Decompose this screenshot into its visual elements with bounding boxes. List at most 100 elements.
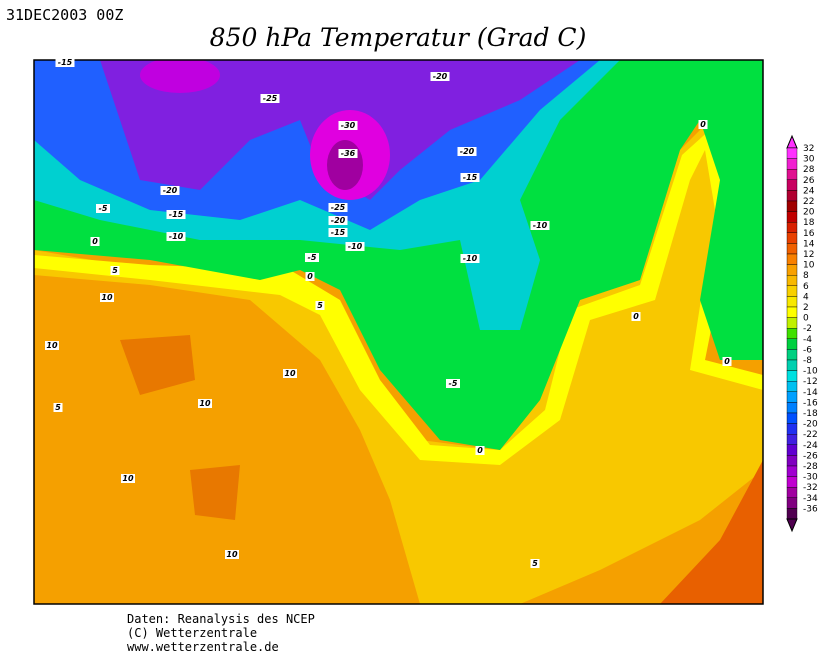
colorbar-cell bbox=[786, 200, 798, 212]
colorbar-cell bbox=[786, 158, 798, 170]
colorbar-label: -6 bbox=[803, 345, 812, 355]
colorbar-cell bbox=[786, 434, 798, 446]
contour-label: 0 bbox=[92, 237, 98, 246]
contour-label: -10 bbox=[463, 254, 478, 263]
label-box bbox=[260, 94, 280, 103]
footer-line: (C) Wetterzentrale bbox=[127, 626, 257, 640]
contour-label: -10 bbox=[533, 221, 548, 230]
contour-label: 0 bbox=[633, 312, 639, 321]
colorbar-label: 16 bbox=[803, 229, 815, 239]
contour-label: -20 bbox=[433, 72, 448, 81]
colorbar-label: 32 bbox=[803, 144, 814, 154]
contour-label: -30 bbox=[341, 121, 356, 130]
contour-label: -20 bbox=[331, 216, 346, 225]
colorbar-label: -12 bbox=[803, 377, 818, 387]
contour-label: 5 bbox=[317, 301, 323, 310]
colorbar-tip-top bbox=[786, 134, 798, 149]
colorbar-cell bbox=[786, 147, 798, 159]
colorbar-label: 10 bbox=[803, 261, 815, 271]
colorbar-label: 18 bbox=[803, 218, 815, 228]
contour-label: 10 bbox=[101, 293, 113, 302]
label-box bbox=[460, 173, 480, 182]
colorbar-cell bbox=[786, 243, 798, 255]
contour-label: 5 bbox=[532, 559, 538, 568]
colorbar-label: -24 bbox=[803, 441, 818, 451]
colorbar-cell bbox=[786, 221, 798, 233]
label-box bbox=[345, 242, 365, 251]
label-box bbox=[446, 379, 460, 388]
colorbar-label: 30 bbox=[803, 155, 815, 165]
contour-label: -5 bbox=[308, 253, 317, 262]
colorbar-label: 8 bbox=[803, 271, 809, 281]
contour-label: 10 bbox=[46, 341, 58, 350]
title: 850 hPa Temperatur (Grad C) bbox=[210, 23, 587, 52]
contour-label: 0 bbox=[724, 357, 730, 366]
label-box bbox=[53, 403, 63, 412]
label-box bbox=[315, 301, 325, 310]
colorbar-cell bbox=[786, 211, 798, 223]
contour-label: -15 bbox=[58, 58, 73, 67]
label-box bbox=[338, 121, 358, 130]
colorbar-label: 14 bbox=[803, 239, 815, 249]
contour-label: 5 bbox=[112, 266, 118, 275]
contour-label: 10 bbox=[122, 474, 134, 483]
label-box bbox=[45, 341, 59, 350]
label-box bbox=[328, 228, 348, 237]
colorbar-cell bbox=[786, 296, 798, 308]
contour-label: -25 bbox=[331, 203, 346, 212]
colorbar-cell bbox=[786, 317, 798, 329]
label-box bbox=[698, 120, 708, 129]
label-box bbox=[96, 204, 110, 213]
contour-labels: -15-20-25-30-36 -20-15-20-5-15-25-20-15-1… bbox=[45, 58, 732, 568]
date: 31DEC2003 00Z bbox=[6, 6, 123, 24]
label-box bbox=[328, 216, 348, 225]
colorbar-cell bbox=[786, 349, 798, 361]
colorbar-label: -10 bbox=[803, 367, 818, 377]
colorbar-label: -34 bbox=[803, 494, 818, 504]
colorbar-cell bbox=[786, 328, 798, 340]
colorbar-label: -36 bbox=[803, 504, 818, 514]
contour-label: 10 bbox=[226, 550, 238, 559]
footer-line: www.wetterzentrale.de bbox=[127, 640, 279, 654]
label-box bbox=[198, 399, 212, 408]
colorbar-label: -14 bbox=[803, 388, 818, 398]
contour-label: -5 bbox=[449, 379, 458, 388]
colorbar-cell bbox=[786, 370, 798, 382]
footer-line: Daten: Reanalysis des NCEP bbox=[127, 612, 315, 626]
colorbar-cell bbox=[786, 232, 798, 244]
colorbar-cell bbox=[786, 444, 798, 456]
colorbar-cell bbox=[786, 253, 798, 265]
colorbar-label: 4 bbox=[803, 292, 809, 302]
map-fields bbox=[34, 60, 763, 604]
contour-label: 5 bbox=[55, 403, 61, 412]
colorbar-label: -32 bbox=[803, 483, 818, 493]
contour-label: -15 bbox=[463, 173, 478, 182]
colorbar-label: 28 bbox=[803, 165, 815, 175]
colorbar-label: 20 bbox=[803, 208, 815, 218]
label-box bbox=[305, 253, 319, 262]
colorbar: 32302826242220181614121086420-2-4-6-8-10… bbox=[786, 134, 818, 533]
colorbar-label: -8 bbox=[803, 356, 812, 366]
colorbar-cell bbox=[786, 391, 798, 403]
colorbar-cell bbox=[786, 508, 798, 520]
colorbar-cell bbox=[786, 338, 798, 350]
contour-label: 10 bbox=[199, 399, 211, 408]
colorbar-label: 6 bbox=[803, 282, 809, 292]
contour-label: 0 bbox=[307, 272, 313, 281]
colorbar-cell bbox=[786, 306, 798, 318]
contour-label: -10 bbox=[348, 242, 363, 251]
colorbar-cell bbox=[786, 264, 798, 276]
colorbar-cell bbox=[786, 476, 798, 488]
colorbar-cell bbox=[786, 423, 798, 435]
label-box bbox=[530, 559, 540, 568]
colorbar-label: -26 bbox=[803, 451, 818, 461]
colorbar-cell bbox=[786, 497, 798, 509]
label-box bbox=[460, 254, 480, 263]
colorbar-label: 22 bbox=[803, 197, 814, 207]
colorbar-cell bbox=[786, 402, 798, 414]
colorbar-label: -16 bbox=[803, 398, 818, 408]
colorbar-cell bbox=[786, 285, 798, 297]
contour-label: -20 bbox=[163, 186, 178, 195]
colorbar-tip-bottom bbox=[786, 518, 798, 533]
